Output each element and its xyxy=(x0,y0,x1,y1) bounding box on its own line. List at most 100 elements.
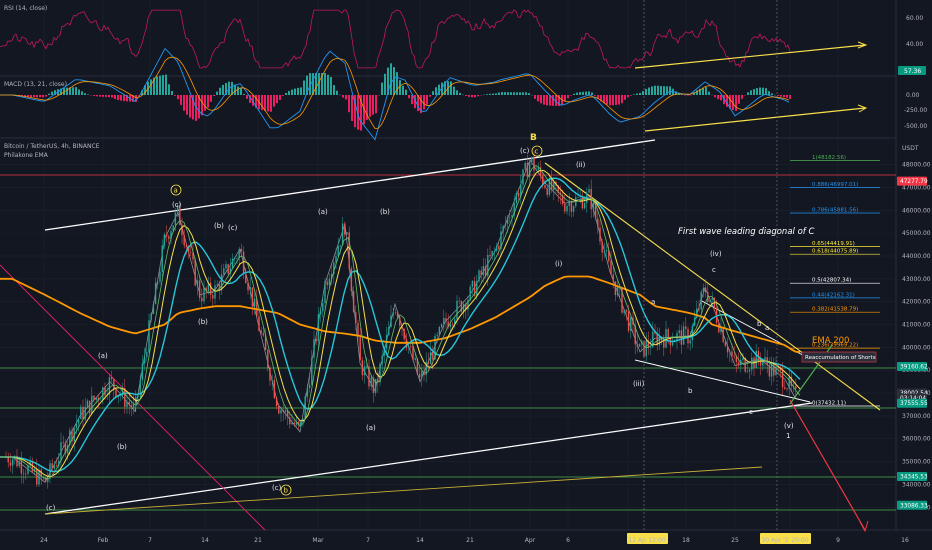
macd-bar xyxy=(456,90,458,95)
channel-lower-line[interactable] xyxy=(44,402,813,515)
candle-body xyxy=(526,162,529,177)
candle-body xyxy=(557,185,559,193)
candle-body xyxy=(597,218,599,228)
candle-body xyxy=(33,468,36,472)
candle-body xyxy=(223,268,225,275)
rsi-label[interactable]: RSI (14, close) xyxy=(4,5,47,12)
candle-body xyxy=(176,205,179,213)
candle-body xyxy=(511,215,513,217)
candle-body xyxy=(418,373,421,378)
macd-bar xyxy=(651,86,653,95)
first-wave-annotation: First wave leading diagonal of C xyxy=(678,227,814,237)
candle-body xyxy=(264,335,267,350)
candle-body xyxy=(724,342,727,347)
ema-teal-line xyxy=(0,177,801,473)
candle-body xyxy=(172,225,174,232)
macd-bar xyxy=(621,95,623,104)
macd-tick-250: -250.00 xyxy=(904,107,927,114)
candle-body xyxy=(784,387,786,389)
candle-body xyxy=(196,280,199,286)
candle-body xyxy=(124,388,126,407)
candle-body xyxy=(451,323,454,325)
candle-body xyxy=(592,202,595,210)
candle-body xyxy=(218,284,221,291)
candle-body xyxy=(229,268,232,274)
candle-body xyxy=(425,361,427,376)
macd-bar xyxy=(453,86,455,95)
macd-bar xyxy=(705,87,707,95)
fib-label: 0.5(42807.34) xyxy=(812,278,851,284)
candle-body xyxy=(212,295,214,299)
candle-body xyxy=(467,299,469,310)
candle-body xyxy=(553,181,555,191)
candle-body xyxy=(773,362,775,376)
candle-body xyxy=(322,303,324,312)
candle-body xyxy=(506,217,509,225)
candle-body xyxy=(231,258,234,268)
time-tick: 12:00 xyxy=(648,537,665,544)
macd-bar xyxy=(39,95,41,98)
candle-body xyxy=(328,278,331,286)
macd-pane[interactable]: MACD (13, 21, close) 0.00 -250.00 -500.0… xyxy=(0,47,927,141)
macd-bar xyxy=(465,95,467,96)
fib-label: 0.65(44419.91) xyxy=(812,241,855,247)
macd-bar xyxy=(69,87,71,95)
price-badge-text: 39160.62 xyxy=(900,365,928,371)
candle-body xyxy=(691,325,694,341)
macd-bar xyxy=(390,63,392,95)
candle-body xyxy=(495,245,498,251)
time-tick: 12 Apr '22 xyxy=(628,537,659,544)
candle-body xyxy=(258,316,260,331)
macd-bar xyxy=(570,95,572,96)
macd-bar xyxy=(717,95,719,100)
candle-body xyxy=(249,287,251,291)
channel-upper-line[interactable] xyxy=(44,139,656,231)
rsi-pane[interactable]: RSI (14, close) 60.00 40.00 57.36 xyxy=(0,5,926,75)
macd-bar xyxy=(627,95,629,98)
macd-bar xyxy=(789,95,791,99)
macd-label[interactable]: MACD (13, 21, close) xyxy=(4,81,67,88)
base-trendline-olive[interactable] xyxy=(44,466,763,515)
wave-label-circle xyxy=(170,184,182,196)
price-badge xyxy=(897,500,927,510)
candle-body xyxy=(729,351,731,353)
time-tick: 14 xyxy=(201,537,209,544)
candle-body xyxy=(366,366,368,367)
macd-bar xyxy=(558,95,560,106)
candle-body xyxy=(82,406,84,420)
diagonal-lower-white[interactable] xyxy=(634,359,811,403)
rsi-trendline[interactable] xyxy=(634,44,866,69)
projection-down-red[interactable] xyxy=(789,399,866,531)
price-badge-text: 37555.55 xyxy=(900,401,928,407)
macd-bar xyxy=(150,79,152,95)
macd-bar xyxy=(138,95,140,96)
candle-body xyxy=(682,326,685,345)
candle-body xyxy=(16,455,18,467)
fib-retracement[interactable]: 1(48182.56) 0.886(46997.01) 0.786(45881.56… xyxy=(790,155,880,407)
macd-arrow-icon xyxy=(857,104,868,113)
candle-body xyxy=(62,442,64,443)
macd-bar xyxy=(663,86,665,95)
candle-body xyxy=(403,329,405,340)
reaccumulation-box[interactable] xyxy=(801,351,877,363)
candle-body xyxy=(256,298,258,317)
macd-bar xyxy=(489,93,491,95)
macd-bar xyxy=(750,90,752,95)
macd-bar xyxy=(573,93,575,95)
candle-body xyxy=(141,363,144,381)
macd-bar xyxy=(327,74,329,95)
macd-bar xyxy=(420,95,422,114)
macd-bar xyxy=(156,76,158,95)
indicator-label[interactable]: Philakone EMA xyxy=(4,152,49,159)
candle-body xyxy=(788,377,790,389)
macd-bar xyxy=(225,83,227,95)
macd-bar xyxy=(267,95,269,112)
macd-trendline[interactable] xyxy=(644,107,866,132)
candle-body xyxy=(168,236,170,239)
candle-body xyxy=(603,251,606,253)
symbol-title[interactable]: Bitcoin / TetherUS, 4h, BINANCE xyxy=(4,143,100,150)
candle-body xyxy=(284,410,287,412)
diagonal-upper-yellow[interactable] xyxy=(544,162,881,411)
candle-body xyxy=(564,204,566,212)
